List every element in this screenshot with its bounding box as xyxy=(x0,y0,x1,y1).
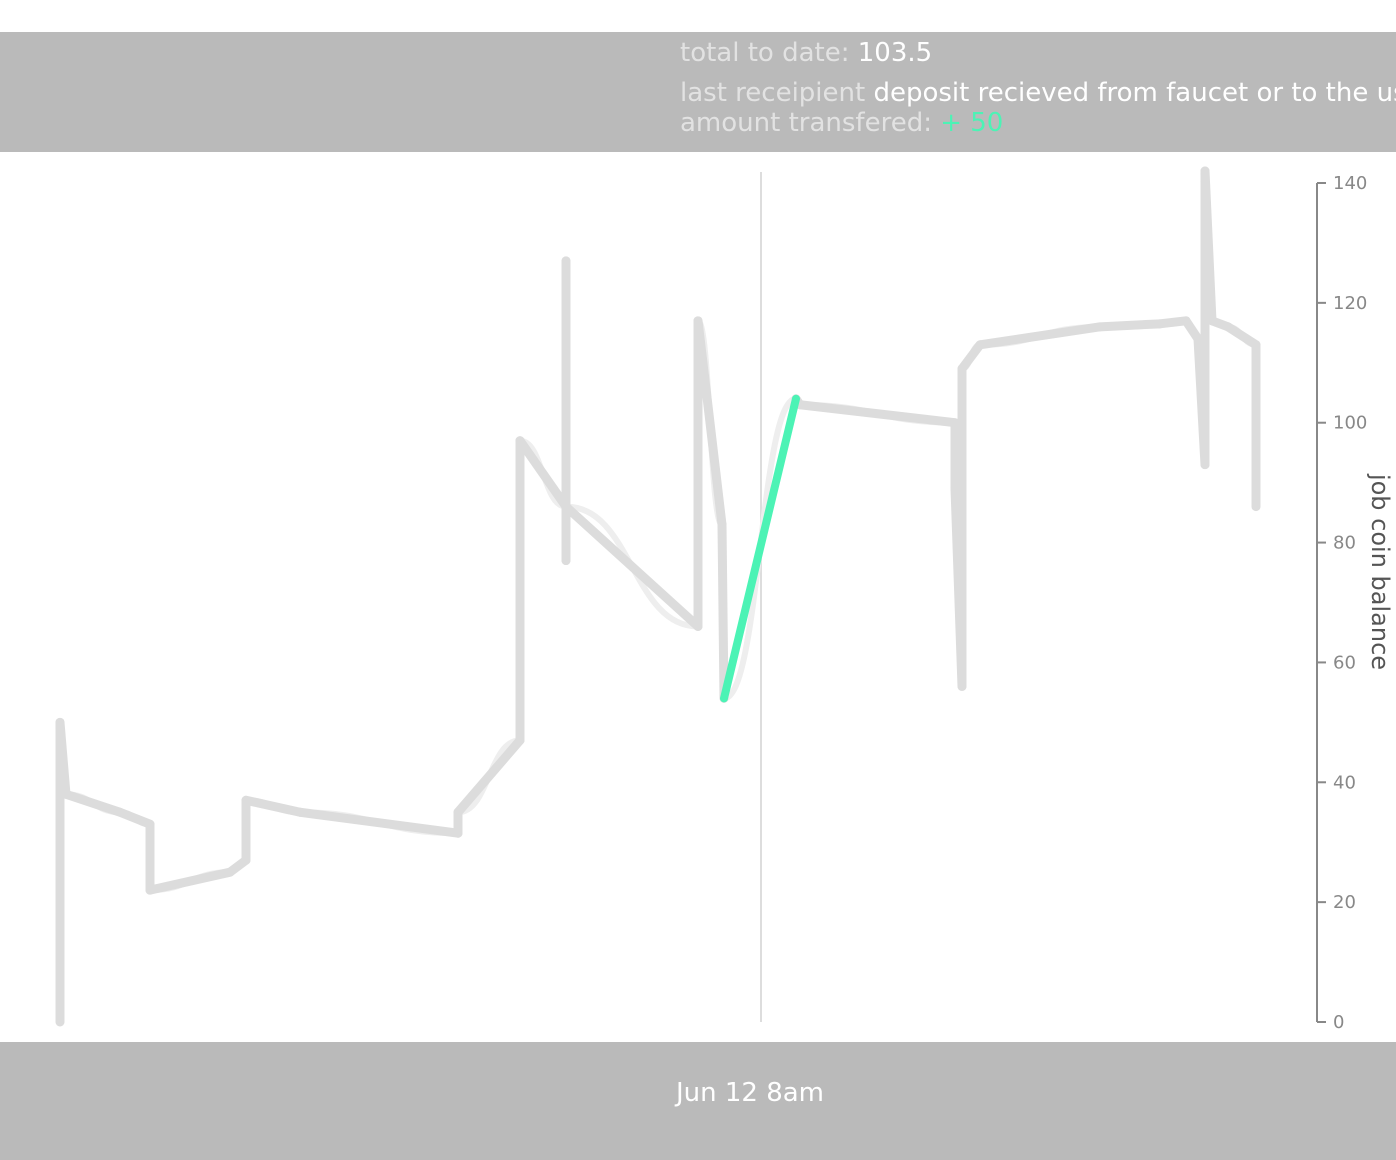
series-segment xyxy=(975,322,1105,350)
series-segment xyxy=(515,436,571,512)
amount-label: amount transfered: xyxy=(680,108,932,138)
total-row: total to date: 103.5 xyxy=(680,38,932,68)
series-segment xyxy=(115,807,155,829)
y-tick-label: 140 xyxy=(1333,173,1367,194)
y-tick-label: 20 xyxy=(1333,892,1356,913)
series-segment xyxy=(795,400,960,428)
date-label: Jun 12 8am xyxy=(675,1078,825,1108)
series-segment xyxy=(145,867,235,895)
series-segment xyxy=(453,735,525,817)
series-segment xyxy=(55,717,71,799)
total-value: 103.5 xyxy=(857,38,933,68)
series-segment xyxy=(1095,319,1165,332)
y-tick-label: 120 xyxy=(1333,293,1367,314)
amount-row: amount transfered: + 50 xyxy=(680,108,1003,138)
series-segment xyxy=(295,807,463,838)
timeline-footer: Jun 12 8am xyxy=(0,1042,1396,1160)
series-segment xyxy=(717,520,729,703)
series-segment xyxy=(1200,166,1217,326)
series-segment xyxy=(957,340,985,374)
series-segment xyxy=(1223,322,1261,350)
series-segment xyxy=(561,502,703,631)
series-smooth-trace xyxy=(56,167,1260,1022)
y-axis: 0 20 40 60 80 100 120 140 xyxy=(1316,173,1367,1033)
series-lines xyxy=(55,166,1261,1027)
y-tick-label: 100 xyxy=(1333,413,1367,434)
recipient-value: deposit recieved from faucet or to the u… xyxy=(873,78,1396,108)
recipient-row: last receipient deposit recieved from fa… xyxy=(680,78,1396,108)
highlighted-transfer-segment xyxy=(720,394,800,703)
recipient-label: last receipient xyxy=(680,78,866,108)
y-tick-label: 80 xyxy=(1333,533,1356,554)
y-tick-label: 60 xyxy=(1333,652,1356,673)
series-segment xyxy=(241,795,305,817)
amount-value: + 50 xyxy=(940,108,1004,138)
y-tick-label: 40 xyxy=(1333,772,1356,793)
y-tick-label: 0 xyxy=(1333,1012,1344,1033)
series-segment xyxy=(61,789,125,817)
total-label: total to date: xyxy=(680,38,850,68)
series-segment xyxy=(693,316,727,530)
y-axis-title: job coin balance xyxy=(1366,473,1394,670)
summary-header: total to date: 103.5 last receipient dep… xyxy=(0,32,1396,152)
